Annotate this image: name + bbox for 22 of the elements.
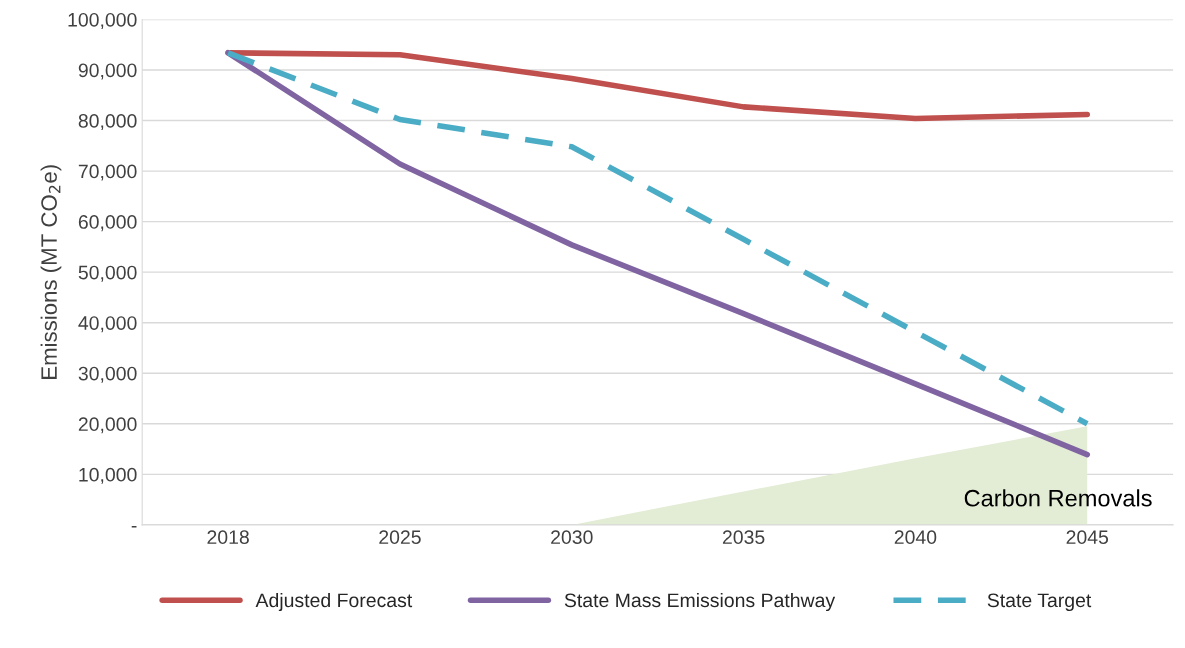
- x-tick-label: 2018: [207, 530, 249, 545]
- x-tick-label: 2045: [1066, 530, 1109, 545]
- y-tick-label: 60,000: [78, 215, 137, 232]
- y-tick-label: 30,000: [78, 366, 137, 383]
- series-label: Carbon Removals: [964, 489, 1152, 507]
- legend-label: Adjusted Forecast: [255, 592, 413, 612]
- y-tick-label: 80,000: [78, 114, 137, 131]
- legend-label: State Target: [987, 593, 1092, 612]
- y-tick-label: -: [131, 526, 137, 528]
- x-tick-label: 2030: [551, 530, 593, 545]
- y-tick-label: 50,000: [78, 265, 137, 282]
- y-tick-label: 90,000: [78, 63, 137, 80]
- x-tick-label: 2035: [722, 530, 765, 545]
- y-tick-label: 100,000: [68, 12, 137, 29]
- y-tick-label: 70,000: [78, 164, 137, 181]
- x-tick-label: 2025: [379, 530, 421, 545]
- x-tick-label: 2040: [894, 530, 937, 545]
- y-axis-title: Emissions (MT CO$_{2}$e): [40, 165, 62, 379]
- y-tick-label: 20,000: [78, 417, 137, 434]
- y-tick-label: 40,000: [78, 316, 137, 333]
- y-tick-label: 10,000: [79, 467, 137, 484]
- legend-label: State Mass Emissions Pathway: [564, 592, 836, 612]
